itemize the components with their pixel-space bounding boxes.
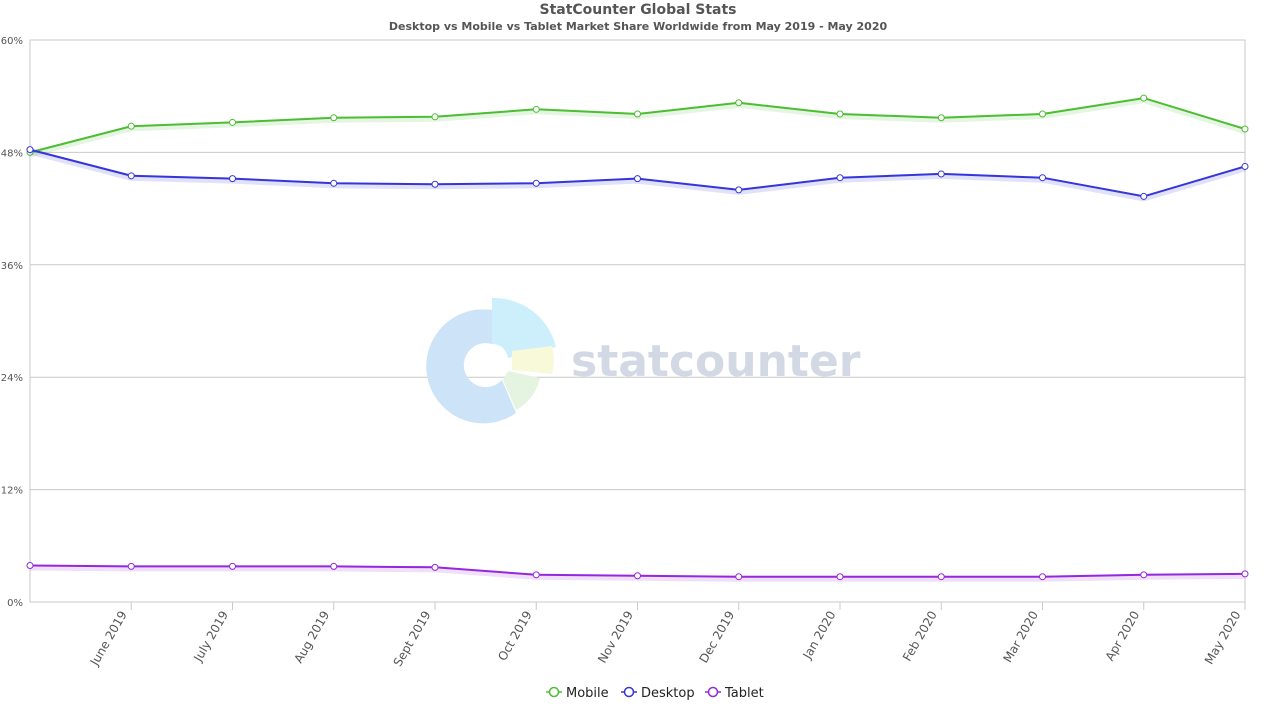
chart-subtitle: Desktop vs Mobile vs Tablet Market Share… xyxy=(389,20,888,33)
x-tick-label: June 2019 xyxy=(87,609,130,669)
data-point-tablet xyxy=(330,562,338,570)
data-point-tablet xyxy=(431,563,439,571)
series-shadow-desktop xyxy=(29,148,1246,202)
data-point-mobile xyxy=(1140,94,1148,102)
data-point-tablet xyxy=(26,561,34,569)
x-tick-label: Nov 2019 xyxy=(595,609,636,666)
x-tick-label: Aug 2019 xyxy=(291,609,332,666)
data-point-tablet xyxy=(836,573,844,581)
x-tick-label: Jan 2020 xyxy=(800,609,839,663)
data-point-desktop xyxy=(431,180,439,188)
data-point-mobile xyxy=(1241,125,1249,133)
x-tick-label: Feb 2020 xyxy=(900,609,940,664)
watermark-logo-slice-green xyxy=(503,371,540,410)
data-point-mobile xyxy=(937,114,945,122)
data-point-tablet xyxy=(735,573,743,581)
data-point-desktop xyxy=(937,170,945,178)
data-point-mobile xyxy=(229,118,236,126)
data-point-desktop xyxy=(836,174,844,182)
y-tick-label: 12% xyxy=(1,486,23,497)
legend-marker-tablet xyxy=(707,686,719,698)
data-point-desktop xyxy=(532,179,540,187)
data-point-desktop xyxy=(1039,174,1046,182)
x-tick-label: May 2020 xyxy=(1202,609,1244,667)
legend-marker-desktop xyxy=(623,686,635,698)
legend-label-tablet: Tablet xyxy=(724,686,764,701)
chart-title: StatCounter Global Stats xyxy=(539,2,736,18)
data-point-tablet xyxy=(937,573,945,581)
series-layer xyxy=(26,94,1249,582)
y-tick-label: 60% xyxy=(1,36,23,47)
data-point-mobile xyxy=(634,110,641,118)
x-tick-label: Apr 2020 xyxy=(1103,609,1143,664)
data-point-tablet xyxy=(127,562,135,570)
data-point-mobile xyxy=(127,122,135,130)
data-point-desktop xyxy=(1241,162,1249,170)
data-point-desktop xyxy=(127,172,135,180)
data-point-desktop xyxy=(735,186,743,194)
x-tick-label: Sept 2019 xyxy=(391,609,434,669)
data-point-desktop xyxy=(26,146,34,154)
watermark-logo-slice-blue xyxy=(426,309,516,424)
legend-marker-mobile xyxy=(548,686,560,698)
data-point-tablet xyxy=(1039,573,1046,581)
x-tick-label: July 2019 xyxy=(191,609,232,665)
data-point-desktop xyxy=(634,175,641,183)
data-point-desktop xyxy=(229,175,236,183)
x-tick-label: Oct 2019 xyxy=(495,609,535,664)
data-point-desktop xyxy=(1140,192,1148,200)
data-point-mobile xyxy=(330,114,338,122)
series-line-desktop xyxy=(29,148,1246,198)
y-tick-label: 48% xyxy=(1,148,23,159)
data-point-tablet xyxy=(532,571,540,579)
data-point-mobile xyxy=(431,113,439,121)
data-point-mobile xyxy=(1039,110,1046,118)
data-point-tablet xyxy=(1241,570,1249,578)
data-point-mobile xyxy=(735,99,743,107)
data-point-tablet xyxy=(1140,571,1148,579)
legend: Mobile Desktop Tablet xyxy=(546,686,764,701)
watermark-text: statcounter xyxy=(571,336,861,387)
legend-label-mobile: Mobile xyxy=(566,686,609,701)
data-point-mobile xyxy=(836,110,844,118)
y-tick-label: 24% xyxy=(1,373,23,384)
x-tick-label: Mar 2020 xyxy=(1000,609,1041,665)
data-point-tablet xyxy=(229,562,236,570)
watermark-logo-slice-yellow xyxy=(512,346,554,374)
x-tick-label: Dec 2019 xyxy=(696,609,737,666)
y-tick-label: 0% xyxy=(7,598,23,609)
legend-label-desktop: Desktop xyxy=(641,686,695,701)
data-point-desktop xyxy=(330,179,338,187)
data-point-mobile xyxy=(532,105,540,113)
watermark-logo-slice-cyan xyxy=(492,297,556,358)
y-tick-label: 36% xyxy=(1,261,23,272)
data-point-tablet xyxy=(634,572,641,580)
watermark: statcounter xyxy=(426,297,861,424)
series-shadow-mobile xyxy=(29,97,1246,158)
